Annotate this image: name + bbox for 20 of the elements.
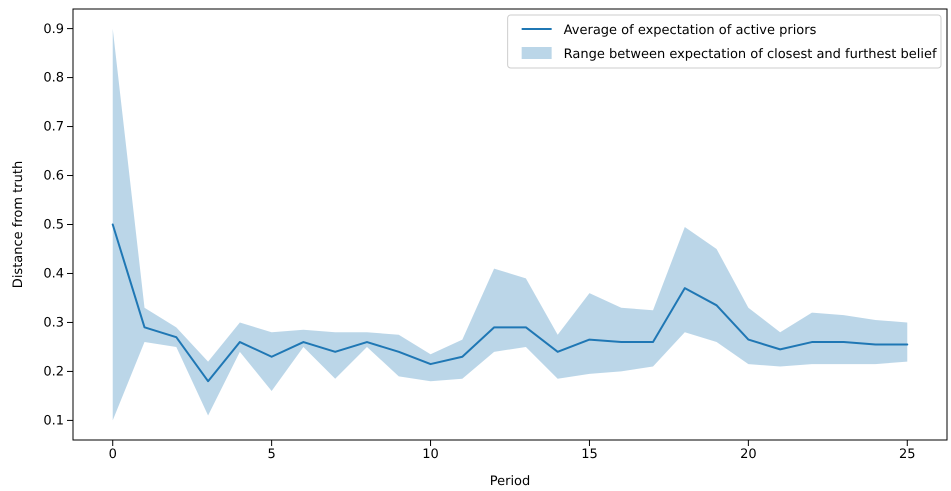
y-tick-label: 0.7: [43, 120, 64, 135]
x-axis-title: Period: [490, 474, 530, 489]
line-series: [112, 224, 908, 382]
y-tick-label: 0.2: [43, 364, 64, 380]
x-tick-label: 10: [422, 447, 439, 462]
y-tick-label: 0.9: [43, 22, 64, 37]
legend-label: Average of expectation of active priors: [564, 23, 817, 38]
y-tick-label: 0.6: [43, 168, 64, 184]
y-tick-label: 0.4: [43, 266, 64, 282]
x-tick-label: 0: [108, 447, 117, 462]
x-tick-label: 5: [267, 447, 276, 462]
x-tick-label: 20: [740, 447, 757, 462]
y-axis-title: Distance from truth: [11, 160, 26, 288]
y-tick-label: 0.1: [43, 414, 64, 429]
annotation: Range between expectation of closest and furthest belief: [564, 47, 937, 62]
y-tick-label: 0.3: [43, 316, 64, 331]
y-tick-label: 0.5: [43, 218, 64, 233]
x-tick-label: 25: [899, 447, 916, 462]
y-tick-label: 0.8: [43, 70, 64, 86]
x-tick-label: 15: [581, 447, 598, 462]
